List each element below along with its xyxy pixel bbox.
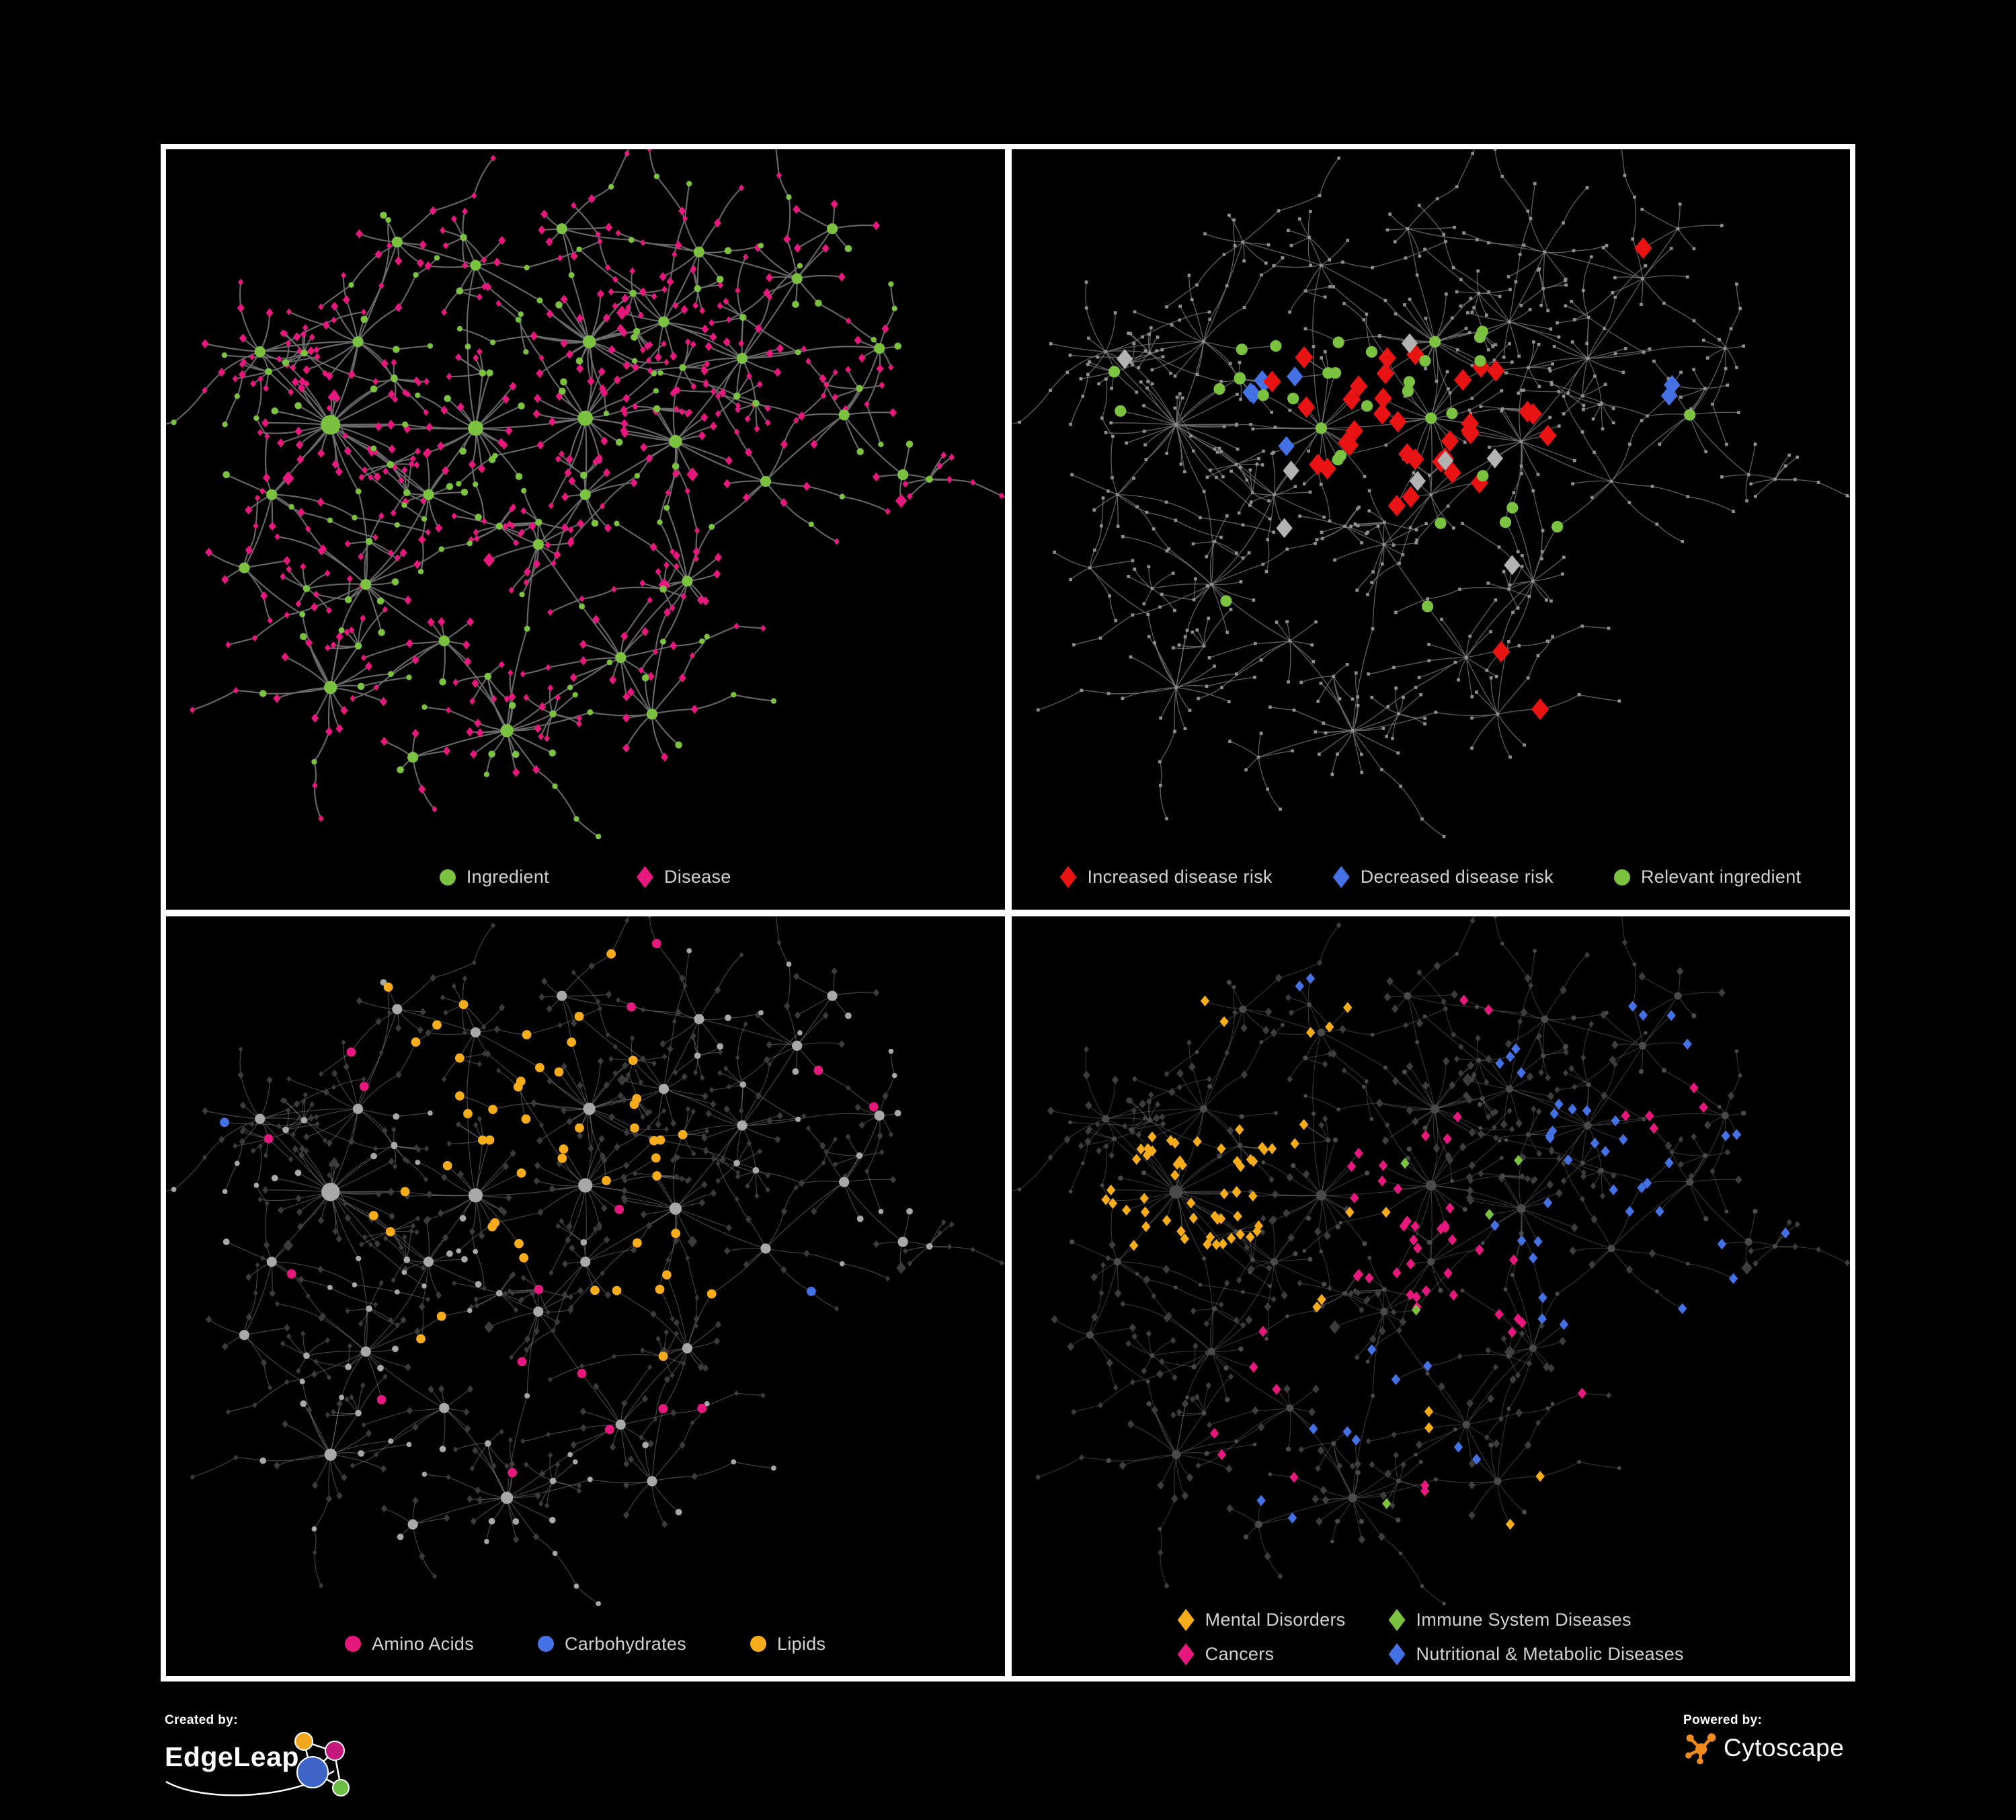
legend-item-increased-disease-risk: Increased disease risk [1059,866,1273,888]
cytoscape-logo-icon [1685,1733,1716,1765]
panel-ingredient-disease: Ingredient Disease [166,149,1005,910]
panel-disease-categories: Mental Disorders Immune System Diseases Ca… [1011,916,1851,1676]
legend-label: Immune System Diseases [1416,1610,1631,1630]
legend-label: Nutritional & Metabolic Diseases [1416,1644,1684,1664]
diamond-swatch [1388,1609,1406,1631]
legend-label: Increased disease risk [1087,867,1273,887]
panel-grid: Ingredient Disease Increased disease risk… [161,144,1855,1681]
powered-by-label: Powered by: [1683,1713,1763,1727]
legend-item-immune-system-diseases: Immune System Diseases [1388,1609,1684,1631]
diamond-swatch [1059,866,1077,888]
network-disease-categories [1011,916,1850,1606]
legend-item-disease: Disease [636,866,731,888]
diamond-swatch [1177,1643,1195,1665]
diamond-swatch [1332,866,1350,888]
legend-item-cancers: Cancers [1177,1643,1346,1665]
diamond-swatch [636,866,653,888]
legend-label: Carbohydrates [565,1633,686,1654]
legend-item-nutritional-metabolic-diseases: Nutritional & Metabolic Diseases [1388,1643,1684,1665]
legend-label: Cancers [1205,1644,1275,1664]
legend-item-relevant-ingredient: Relevant ingredient [1613,867,1802,887]
circle-swatch [1613,869,1630,885]
diamond-swatch [1177,1609,1195,1631]
legend-label: Lipids [777,1633,826,1654]
legend-item-decreased-disease-risk: Decreased disease risk [1332,866,1554,888]
legend-label: Decreased disease risk [1360,867,1554,887]
cytoscape-branding: Powered by: Cytoscape [1683,1713,1844,1765]
panel-disease-risk: Increased disease risk Decreased disease … [1011,149,1851,910]
legend-item-amino-acids: Amino Acids [345,1634,474,1655]
edgeleap-branding: Created by: EdgeLeap [165,1713,366,1809]
circle-swatch [345,1636,362,1652]
circle-swatch [538,1636,554,1652]
edgeleap-node-orange [294,1732,313,1751]
legend-nutrient-categories: Amino Acids Carbohydrates Lipids [166,1622,1005,1665]
legend-disease-risk: Increased disease risk Decreased disease … [1012,856,1851,899]
legend-disease-categories: Mental Disorders Immune System Diseases Ca… [1012,1609,1851,1665]
legend-item-ingredient: Ingredient [439,867,549,887]
edgeleap-wordmark: EdgeLeap [165,1741,299,1772]
legend-label: Relevant ingredient [1640,867,1802,887]
diamond-swatch [1388,1643,1406,1665]
circle-swatch [750,1636,766,1652]
legend-label: Ingredient [466,867,549,887]
legend-item-mental-disorders: Mental Disorders [1177,1609,1346,1631]
edgeleap-node-green [332,1779,350,1796]
network-nutrient-categories [166,916,1005,1606]
panel-nutrient-categories: Amino Acids Carbohydrates Lipids [166,916,1005,1676]
edgeleap-node-magenta [325,1741,345,1761]
edgeleap-lockup: EdgeLeap [165,1729,366,1809]
circle-swatch [439,869,456,885]
legend-item-lipids: Lipids [750,1634,825,1655]
legend-item-carbohydrates: Carbohydrates [538,1634,686,1655]
legend-label: Disease [663,867,731,887]
network-disease-risk [1011,149,1850,838]
edgeleap-node-blue [296,1756,329,1788]
legend-label: Amino Acids [372,1633,474,1654]
edgeleap-logo-icon [165,1732,350,1796]
created-by-label: Created by: [165,1713,238,1727]
cytoscape-wordmark: Cytoscape [1724,1734,1845,1762]
legend-ingredient-disease: Ingredient Disease [166,856,1005,899]
legend-label: Mental Disorders [1205,1610,1346,1630]
network-ingredient-disease [166,149,1005,840]
